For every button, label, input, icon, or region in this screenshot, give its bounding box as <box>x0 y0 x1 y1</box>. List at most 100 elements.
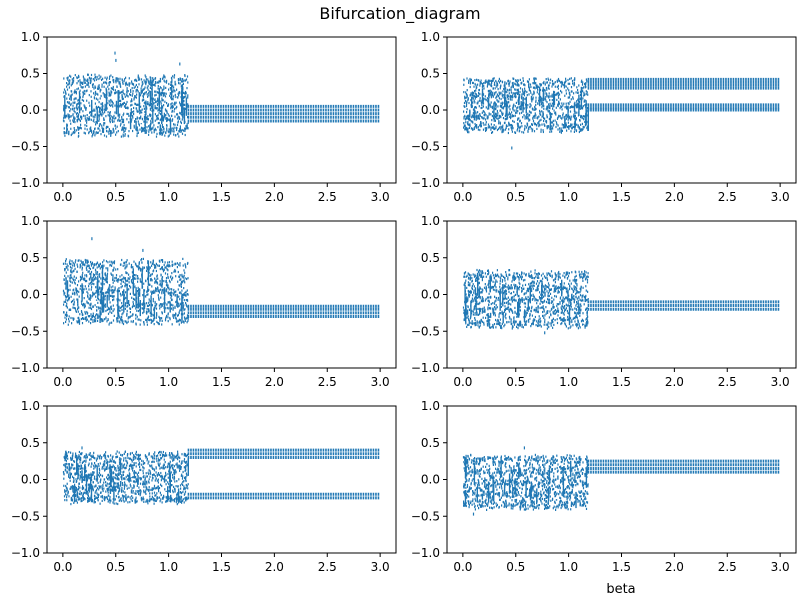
data-point <box>503 284 505 287</box>
data-point <box>150 290 152 293</box>
data-point <box>528 320 530 323</box>
data-point <box>182 305 184 308</box>
data-point <box>495 114 497 117</box>
data-point <box>110 132 112 135</box>
data-point <box>470 99 472 102</box>
data-point <box>70 269 72 272</box>
data-point <box>472 101 474 104</box>
data-point <box>92 273 95 276</box>
data-point <box>66 85 68 88</box>
data-point <box>575 129 577 133</box>
data-point <box>182 302 184 305</box>
data-point <box>168 279 171 282</box>
data-point <box>80 317 82 321</box>
data-point <box>92 315 94 318</box>
data-point <box>101 264 104 289</box>
data-point <box>536 86 538 89</box>
data-point <box>143 289 145 313</box>
data-point <box>70 122 72 125</box>
data-point <box>166 284 168 287</box>
data-point <box>155 307 158 310</box>
data-point <box>121 95 124 98</box>
data-point <box>129 307 132 310</box>
data-point <box>493 308 495 311</box>
data-point <box>66 77 68 80</box>
data-point <box>539 119 541 122</box>
data-point <box>490 101 492 104</box>
data-point <box>125 84 127 87</box>
data-point <box>171 119 173 122</box>
data-point <box>76 284 79 287</box>
data-point <box>109 294 111 297</box>
data-point <box>531 93 533 96</box>
data-point <box>577 312 579 315</box>
data-point <box>474 106 476 109</box>
data-point <box>88 76 90 79</box>
data-point <box>184 271 186 274</box>
data-point <box>508 302 510 305</box>
data-point <box>164 319 167 322</box>
data-point <box>146 307 148 311</box>
data-point <box>171 298 173 301</box>
data-point <box>488 322 490 325</box>
data-point <box>542 115 544 117</box>
data-point <box>73 306 75 310</box>
data-point <box>107 111 109 114</box>
data-point <box>530 294 532 297</box>
data-point <box>463 122 465 125</box>
data-point <box>136 93 138 96</box>
data-point <box>176 105 178 108</box>
data-point <box>474 90 476 93</box>
data-point <box>153 83 155 86</box>
data-point <box>572 308 574 311</box>
data-point <box>581 116 583 119</box>
data-point <box>78 319 80 322</box>
data-point <box>95 290 97 293</box>
data-point <box>491 131 494 134</box>
data-point <box>564 305 566 308</box>
data-point <box>121 128 123 132</box>
data-point <box>500 325 502 328</box>
data-point <box>133 86 135 89</box>
data-point <box>91 286 93 289</box>
data-point <box>503 325 505 328</box>
data-point <box>118 306 120 309</box>
data-point <box>546 101 548 104</box>
data-point <box>179 128 181 132</box>
data-point <box>169 119 171 122</box>
data-point <box>155 287 157 290</box>
data-point <box>136 109 138 112</box>
data-point <box>510 117 512 120</box>
data-point <box>548 106 550 109</box>
data-point <box>515 101 517 104</box>
data-point <box>571 319 573 322</box>
data-point <box>179 274 181 277</box>
data-point <box>530 104 532 107</box>
data-point <box>148 94 150 97</box>
data-point <box>73 107 75 110</box>
data-point <box>499 87 501 90</box>
data-point <box>575 315 577 318</box>
data-point <box>506 88 508 91</box>
data-point <box>484 283 486 286</box>
data-point <box>516 84 518 87</box>
data-point <box>152 78 155 81</box>
data-point <box>511 128 513 131</box>
data-point <box>173 128 175 131</box>
data-point <box>466 117 468 120</box>
data-point <box>488 112 490 115</box>
data-point <box>141 80 143 84</box>
data-point <box>161 91 164 94</box>
data-point <box>587 290 589 293</box>
data-point <box>64 131 66 134</box>
data-point <box>130 100 132 103</box>
data-point <box>536 299 538 302</box>
data-point <box>525 310 527 313</box>
data-point <box>556 309 558 312</box>
data-point <box>100 277 102 280</box>
data-point <box>561 83 563 86</box>
data-point <box>70 280 72 283</box>
data-point <box>85 287 87 290</box>
data-point <box>513 298 515 301</box>
data-point <box>105 280 107 283</box>
